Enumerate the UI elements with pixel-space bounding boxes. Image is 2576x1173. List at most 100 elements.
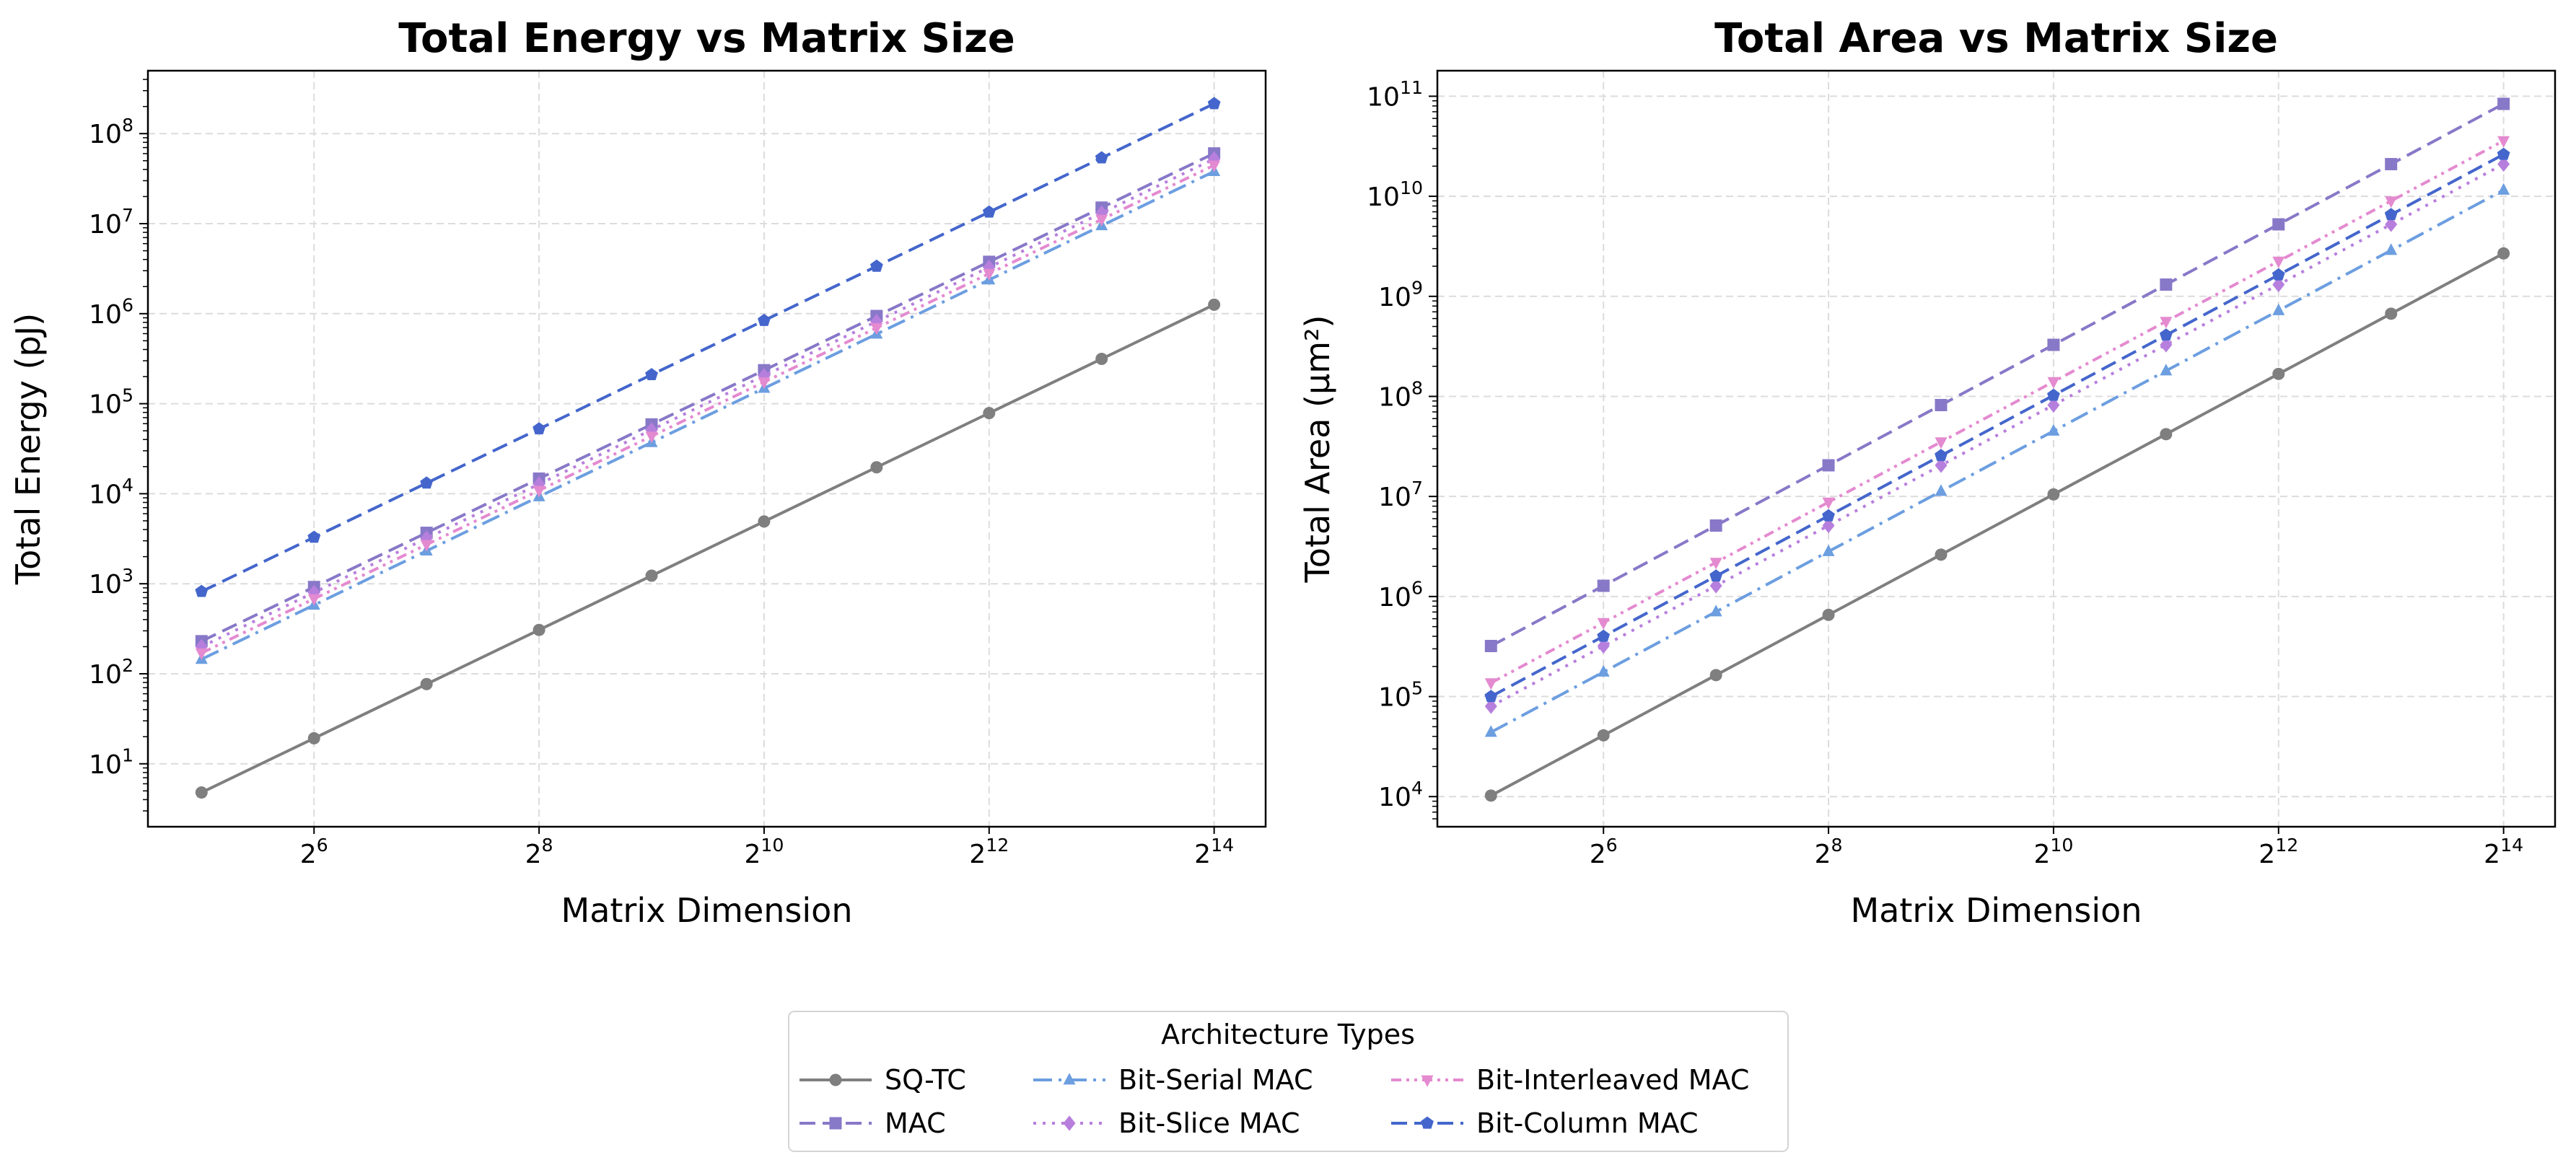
legend-box (788, 1011, 1789, 1152)
legend-label: MAC (885, 1107, 946, 1139)
y-tick-label: 108 (89, 115, 133, 149)
data-point-bit-serial-mac (2047, 423, 2060, 436)
legend-title: Architecture Types (1161, 1019, 1415, 1050)
x-tick-label: 210 (744, 835, 784, 869)
data-point-sq-tc (983, 407, 996, 420)
y-tick-label: 103 (89, 565, 133, 599)
data-point-sq-tc (2047, 488, 2060, 501)
x-tick-label: 26 (1590, 835, 1618, 869)
axes-frame (146, 69, 1267, 828)
data-point-mac (2160, 278, 2173, 291)
y-axis-label: Total Area (µm²) (1298, 315, 1337, 584)
data-point-mac (2047, 338, 2060, 351)
data-point-bit-column-mac (1935, 449, 1948, 462)
data-point-bit-slice-mac (1597, 638, 1610, 654)
x-tick-label: 212 (969, 835, 1009, 869)
data-point-bit-interleaved-mac (1208, 160, 1221, 172)
data-point-bit-column-mac (1207, 97, 1221, 110)
x-tick-label: 26 (300, 835, 328, 869)
data-point-bit-interleaved-mac (2497, 136, 2510, 148)
data-point-bit-interleaved-mac (533, 486, 546, 498)
series-line-bit-slice-mac (1490, 162, 2505, 708)
data-point-bit-interleaved-mac (1484, 678, 1497, 690)
legend-item-bit-serial-mac: Bit-Serial MAC (1033, 1064, 1313, 1096)
data-point-bit-interleaved-mac (1597, 618, 1610, 630)
legend-item-bit-slice-mac: Bit-Slice MAC (1033, 1107, 1300, 1139)
data-point-bit-column-mac (1597, 629, 1611, 642)
data-point-sq-tc (645, 569, 658, 582)
data-point-bit-column-mac (982, 205, 996, 218)
x-tick-label: 28 (1815, 835, 1843, 869)
data-point-sq-tc (758, 515, 771, 528)
data-point-bit-serial-mac (2160, 364, 2173, 376)
data-point-sq-tc (195, 786, 208, 799)
data-point-mac (1822, 459, 1835, 472)
plot-area (195, 97, 1221, 799)
y-axis-label: Total Energy (pJ) (9, 313, 48, 585)
y-tick-label: 1010 (1367, 177, 1423, 212)
chart-title: Total Area vs Matrix Size (1714, 15, 2278, 62)
data-point-sq-tc (2497, 247, 2510, 260)
data-point-mac (1709, 519, 1722, 532)
y-tick-label: 102 (89, 655, 133, 690)
y-tick-label: 109 (1378, 278, 1423, 312)
data-point-sq-tc (1484, 789, 1497, 802)
chart-title: Total Energy vs Matrix Size (398, 15, 1015, 62)
series-line-bit-serial-mac (201, 170, 1215, 661)
data-point-bit-slice-mac (1822, 517, 1835, 534)
data-point-bit-column-mac (2047, 388, 2060, 401)
data-point-bit-interleaved-mac (2160, 317, 2173, 329)
data-point-bit-column-mac (1095, 151, 1108, 164)
y-tick-label: 106 (1378, 578, 1423, 612)
data-point-bit-column-mac (2384, 208, 2398, 221)
data-point-bit-slice-mac (2047, 397, 2060, 413)
chart-panel-1: 26 28 210 212 214 101 102 103 104 105 106 107 108 Tot… (9, 15, 1267, 930)
x-tick-label: 214 (1194, 835, 1234, 869)
data-point-mac (2497, 97, 2510, 110)
data-point-bit-serial-mac (1935, 484, 1948, 496)
data-point-bit-column-mac (1484, 690, 1498, 703)
data-point-bit-interleaved-mac (758, 377, 771, 390)
y-tick-label: 105 (89, 385, 133, 419)
series-line-bit-column-mac (1490, 153, 2505, 698)
data-point-bit-interleaved-mac (2272, 256, 2285, 268)
data-point-bit-interleaved-mac (420, 540, 433, 552)
legend-item-mac: MAC (799, 1107, 946, 1139)
data-point-mac (2272, 218, 2285, 231)
chart-panel-2: 26 28 210 212 214 104 105 106 107 108 109 1010 1011 T… (1298, 15, 2557, 930)
x-tick-label: 214 (2484, 835, 2523, 869)
data-point-bit-interleaved-mac (1935, 437, 1948, 449)
data-point-bit-slice-mac (2160, 337, 2173, 353)
data-point-sq-tc (1935, 548, 1948, 561)
legend-label: Bit-Slice MAC (1118, 1107, 1300, 1139)
data-point-bit-serial-mac (2385, 243, 2398, 255)
series-line-bit-interleaved-mac (1490, 139, 2505, 685)
data-point-bit-slice-mac (2385, 216, 2398, 232)
data-point-bit-interleaved-mac (870, 323, 883, 335)
legend-marker (1421, 1116, 1434, 1129)
data-point-bit-serial-mac (1822, 544, 1835, 556)
y-tick-label: 108 (1378, 377, 1423, 412)
data-point-bit-column-mac (307, 530, 321, 543)
data-point-bit-column-mac (645, 368, 658, 380)
data-point-sq-tc (1597, 729, 1610, 742)
data-point-bit-serial-mac (1597, 664, 1610, 677)
legend-marker (1063, 1073, 1076, 1085)
legend-label: Bit-Interleaved MAC (1476, 1064, 1749, 1096)
x-tick-label: 212 (2259, 835, 2298, 869)
x-tick-label: 28 (525, 835, 553, 869)
data-point-sq-tc (1208, 298, 1221, 311)
grid (1437, 71, 2555, 827)
data-point-mac (1935, 398, 1948, 411)
data-point-sq-tc (420, 677, 433, 690)
legend-marker (829, 1073, 842, 1086)
data-point-bit-column-mac (758, 313, 771, 326)
data-point-sq-tc (2160, 428, 2173, 441)
data-point-bit-serial-mac (2497, 183, 2510, 195)
legend-label: Bit-Serial MAC (1118, 1064, 1313, 1096)
data-point-sq-tc (870, 461, 883, 474)
data-point-bit-column-mac (869, 259, 883, 272)
data-point-mac (1597, 579, 1610, 592)
data-point-bit-column-mac (1822, 509, 1835, 522)
data-point-bit-column-mac (2497, 147, 2510, 160)
